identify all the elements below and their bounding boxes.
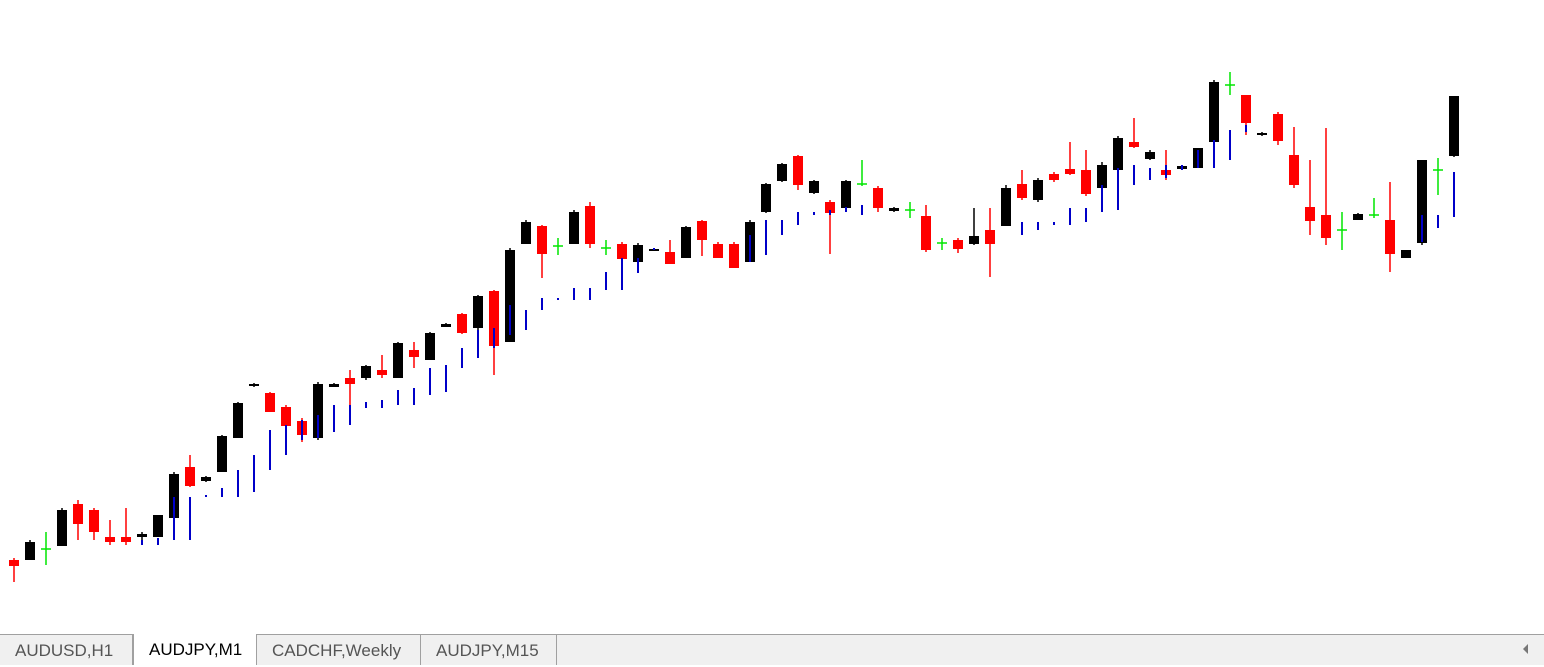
tab-bar: AUDUSD,H1 AUDJPY,M1 CADCHF,Weekly AUDJPY,M1… [0, 634, 1544, 665]
candle-body [969, 236, 979, 244]
tab[interactable]: AUDJPY,M1 [133, 634, 257, 665]
candle-body [137, 534, 147, 537]
candle-body [361, 366, 371, 378]
candle-body [841, 181, 851, 208]
candle-body [521, 222, 531, 244]
candle-body [505, 250, 515, 342]
candle-body [57, 510, 67, 546]
candle-body [1065, 169, 1075, 174]
candle-body [1081, 170, 1091, 194]
candle-body [1241, 95, 1251, 123]
candle-body [377, 370, 387, 375]
candle-body [201, 477, 211, 481]
candle-body [793, 156, 803, 185]
candle-body [1113, 138, 1123, 170]
candle-body [265, 393, 275, 412]
candle-body [73, 504, 83, 524]
candle-body [681, 227, 691, 258]
candle-body [1401, 250, 1411, 258]
candle-body [1273, 114, 1283, 141]
candle-body [249, 384, 259, 386]
candle-body [985, 230, 995, 244]
candle-body [89, 510, 99, 532]
candle-body [345, 378, 355, 384]
candle-body [729, 244, 739, 268]
candle-body [233, 403, 243, 438]
candle-body [1305, 207, 1315, 221]
candle-body [633, 245, 643, 262]
candle-body [1449, 96, 1459, 156]
candle-body [537, 226, 547, 254]
tab[interactable]: CADCHF,Weekly [257, 635, 421, 665]
candle-body [1417, 160, 1427, 243]
candle-body [697, 221, 707, 240]
candle-body [1001, 188, 1011, 226]
candle-body [889, 208, 899, 211]
candle-body [153, 515, 163, 537]
candle-body [409, 350, 419, 357]
candle-body [393, 343, 403, 378]
candle-body [1257, 133, 1267, 135]
candle-body [921, 216, 931, 250]
candle-body [169, 474, 179, 518]
candle-body [761, 184, 771, 212]
candle-body [1385, 220, 1395, 254]
candle-body [585, 206, 595, 244]
chart [9, 72, 1459, 582]
candle-body [9, 560, 19, 566]
candle-body [1129, 142, 1139, 147]
candle-body [1049, 174, 1059, 180]
candle-body [25, 542, 35, 560]
candle-body [105, 537, 115, 542]
candle-body [1097, 165, 1107, 188]
candle-body [457, 314, 467, 333]
candle-body [121, 537, 131, 542]
candle-body [329, 384, 339, 387]
candle-body [665, 252, 675, 264]
candle-body [1321, 215, 1331, 238]
candle-body [425, 333, 435, 360]
candle-body [473, 296, 483, 328]
candle-body [1353, 214, 1363, 220]
scroll-arrow[interactable] [1523, 644, 1528, 654]
candle-body [617, 244, 627, 259]
candle-body [1033, 180, 1043, 200]
candle-body [873, 188, 883, 208]
candle-body [825, 202, 835, 213]
tab[interactable]: AUDJPY,M15 [421, 635, 557, 665]
candle-body [489, 291, 499, 346]
candle-body [217, 436, 227, 472]
candle-body [953, 240, 963, 249]
candle-body [569, 212, 579, 244]
candle-body [713, 244, 723, 258]
candle-body [1017, 184, 1027, 198]
candle-body [777, 164, 787, 181]
candle-body [313, 384, 323, 438]
tab[interactable]: AUDUSD,H1 [0, 635, 133, 665]
candle-body [281, 407, 291, 426]
candle-body [1289, 155, 1299, 185]
candle-body [809, 181, 819, 193]
candle-body [441, 324, 451, 327]
candle-body [1209, 82, 1219, 142]
candle-body [1145, 152, 1155, 159]
candle-body [185, 467, 195, 486]
